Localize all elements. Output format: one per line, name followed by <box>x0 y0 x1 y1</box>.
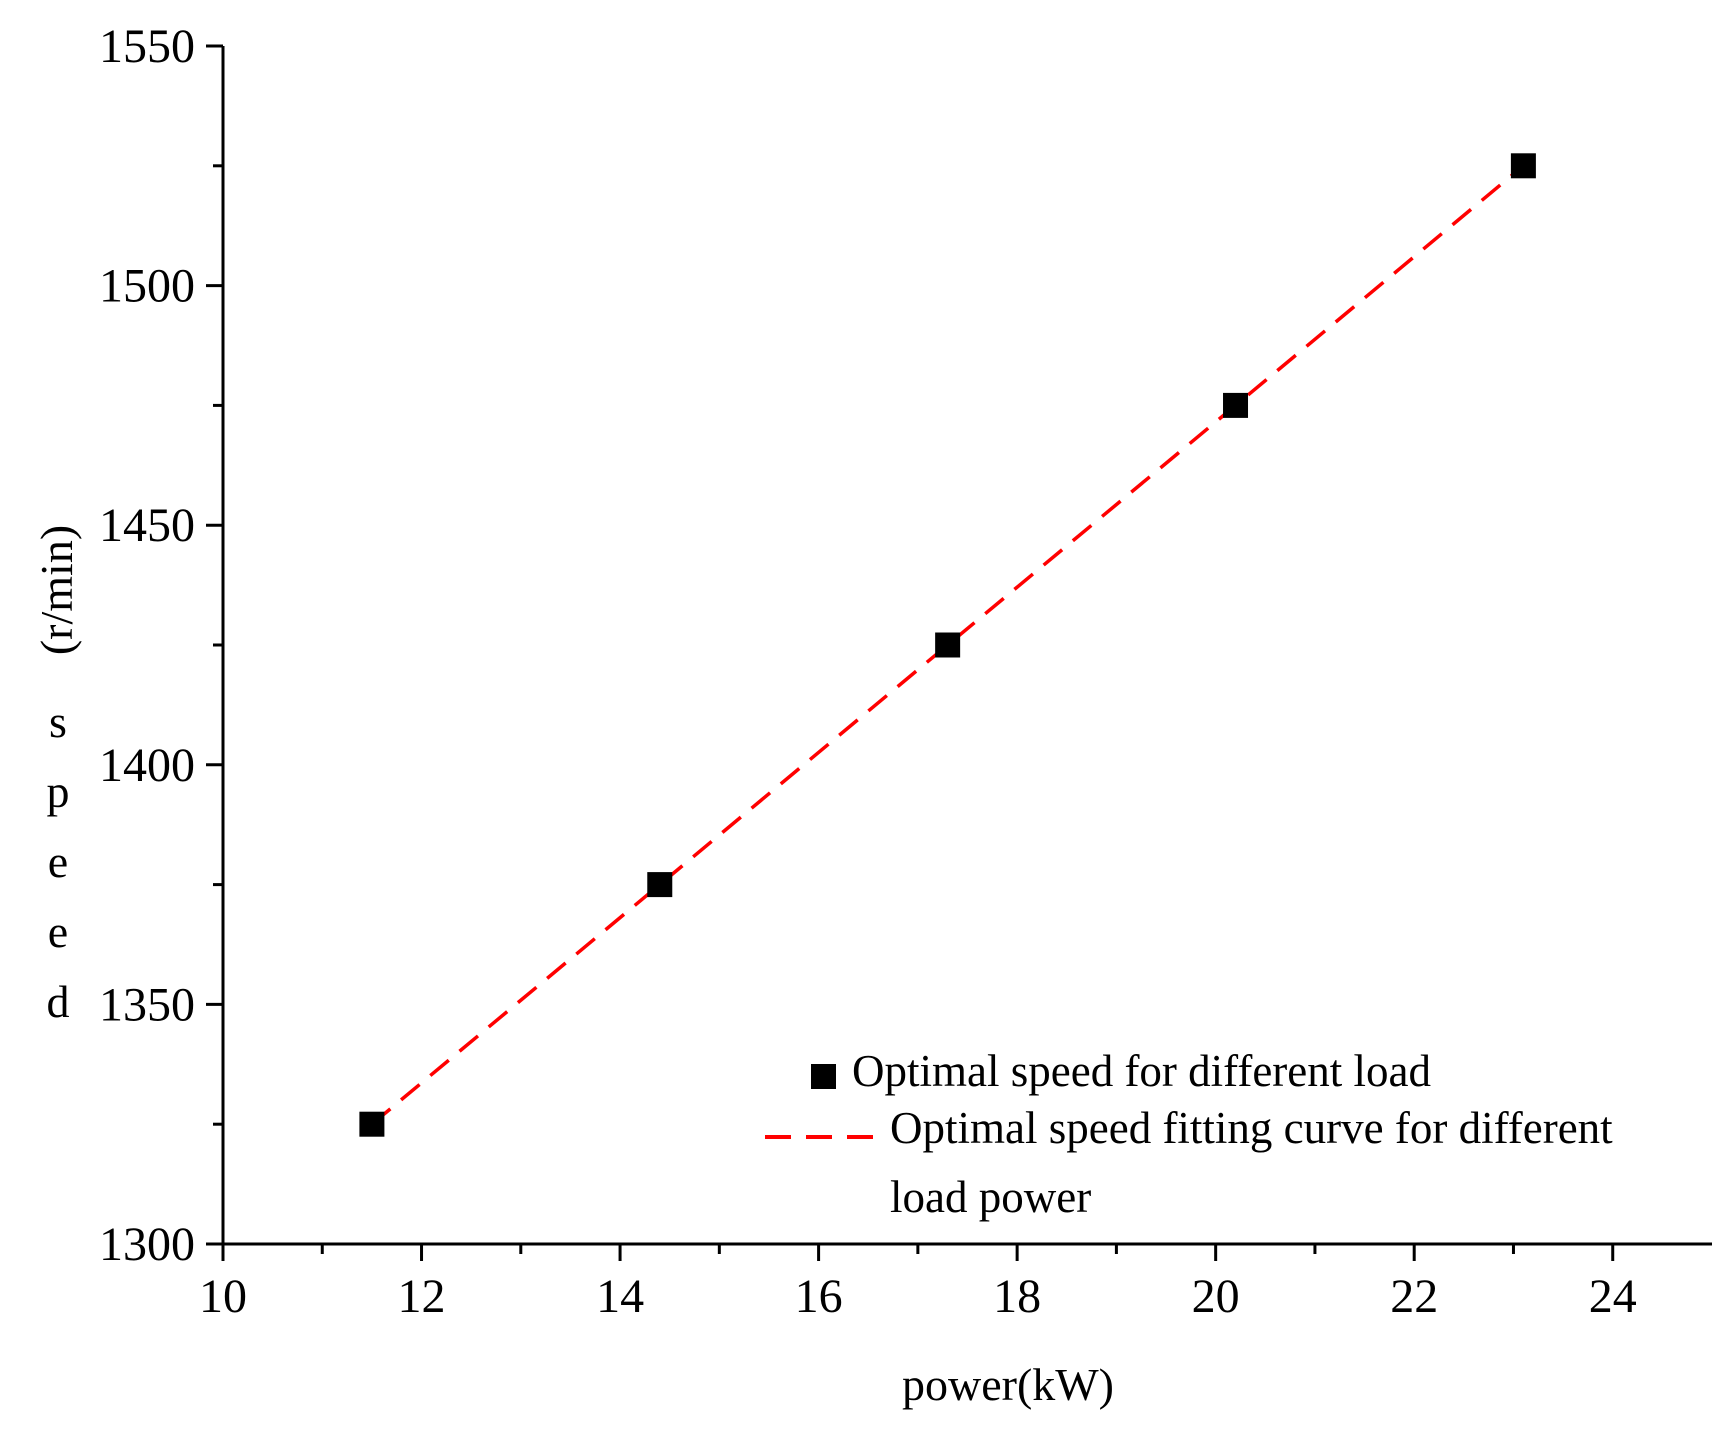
y-tick-label: 1550 <box>99 20 195 73</box>
y-axis-title: (r/min) d e e p s <box>31 525 82 1027</box>
y-axis-letter: s <box>49 696 67 747</box>
data-point <box>647 872 673 898</box>
x-tick-label: 14 <box>596 1270 644 1323</box>
fit-line-series <box>370 164 1525 1126</box>
data-point <box>359 1111 385 1137</box>
y-tick-label: 1350 <box>99 978 195 1031</box>
y-tick-label: 1300 <box>99 1218 195 1271</box>
y-tick-label: 1400 <box>99 739 195 792</box>
marker-series <box>359 153 1536 1137</box>
y-axis-letter: d <box>47 976 70 1027</box>
legend-marker-square-icon <box>811 1064 836 1089</box>
fit-line <box>370 164 1525 1126</box>
x-tick-label: 24 <box>1589 1270 1637 1323</box>
x-tick-label: 10 <box>199 1270 247 1323</box>
data-point <box>1223 392 1249 418</box>
x-tick-label: 12 <box>398 1270 446 1323</box>
x-tick-label: 22 <box>1390 1270 1438 1323</box>
x-axis-title: power(kW) <box>902 1359 1114 1410</box>
legend-label-markers: Optimal speed for different load <box>852 1046 1431 1096</box>
y-tick-label: 1450 <box>99 499 195 552</box>
x-tick-label: 18 <box>993 1270 1041 1323</box>
y-axis-letter: e <box>48 836 68 887</box>
y-axis-unit: (r/min) <box>31 525 82 655</box>
y-tick-label: 1500 <box>99 260 195 313</box>
legend: Optimal speed for different load Optimal… <box>765 1046 1613 1222</box>
y-axis-letter: e <box>48 906 68 957</box>
legend-label-fit-line: Optimal speed fitting curve for differen… <box>890 1103 1613 1153</box>
ticks: 10 12 14 16 18 20 22 24 1300 1350 1400 1450 1500 1550 <box>99 20 1637 1323</box>
x-tick-label: 16 <box>795 1270 843 1323</box>
x-tick-label: 20 <box>1192 1270 1240 1323</box>
legend-label-fit-line-cont: load power <box>890 1172 1091 1222</box>
y-axis-letter: p <box>47 766 70 817</box>
data-point <box>935 632 961 658</box>
data-point <box>1510 153 1536 179</box>
